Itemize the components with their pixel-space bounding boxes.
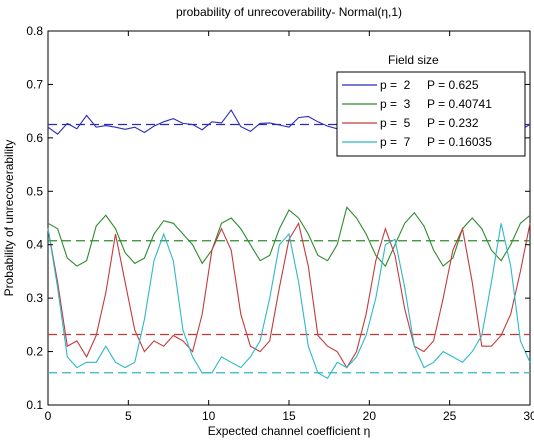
legend-label-series-1: p = 2 P = 0.625 [380, 78, 479, 92]
x-tick-label: 25 [443, 409, 457, 423]
series-3 [47, 221, 531, 369]
data-line-series-3 [47, 221, 531, 369]
x-tick-label: 5 [125, 409, 132, 423]
y-tick-label: 0.3 [26, 291, 43, 305]
y-tick-label: 0.1 [26, 398, 43, 412]
x-tick-label: 10 [202, 409, 216, 423]
legend-label-series-3: p = 5 P = 0.232 [380, 116, 479, 130]
chart-title: probability of unrecoverability- Normal(… [176, 5, 402, 19]
x-tick-label: 0 [45, 409, 52, 423]
legend-label-series-4: p = 7 P = 0.16035 [380, 135, 492, 149]
x-tick-label: 20 [363, 409, 377, 423]
data-line-series-2 [47, 206, 531, 268]
legend-label-series-2: p = 3 P = 0.40741 [380, 97, 492, 111]
data-line-series-4 [47, 223, 531, 380]
y-tick-label: 0.5 [26, 184, 43, 198]
y-tick-label: 0.7 [26, 77, 43, 91]
series-4 [47, 223, 531, 380]
x-axis-label: Expected channel coefficient η [208, 424, 371, 438]
ticks-layer: 0 5 10 15 20 25 30 0.1 0.2 0.3 0.4 0.5 0.6 0.7 0.8 [26, 24, 534, 423]
y-tick-label: 0.6 [26, 131, 43, 145]
y-tick-label: 0.4 [26, 238, 43, 252]
y-tick-label: 0.8 [26, 24, 43, 38]
x-tick-label: 30 [523, 409, 534, 423]
x-tick-label: 15 [282, 409, 296, 423]
y-axis-label: Probability of unrecoverability [2, 140, 16, 297]
legend: Field size p = 2 P = 0.625 p = 3 P = 0.40… [336, 53, 526, 157]
legend-title: Field size [388, 53, 439, 67]
y-tick-label: 0.2 [26, 345, 43, 359]
